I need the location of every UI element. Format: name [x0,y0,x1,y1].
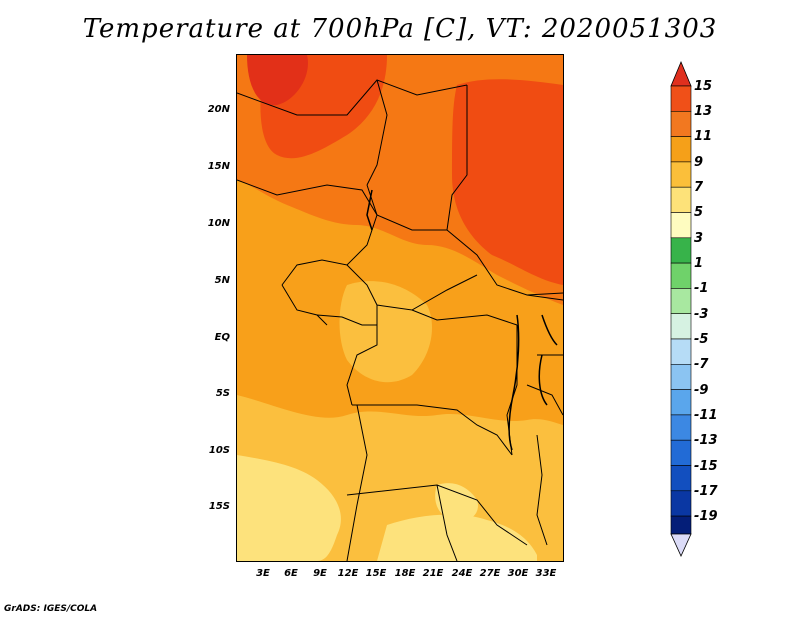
colorbar-label-5: 5 [694,205,704,220]
colorbar-label-11: 11 [694,129,713,144]
colorbar-segment-13 [670,389,692,416]
colorbar-segment-12 [670,363,692,390]
colorbar-segment-17 [670,490,692,517]
colorbar-segment-5 [670,186,692,213]
colorbar-label-9: 9 [694,155,704,170]
lat-label-15n: 15N [207,161,230,172]
lon-label-18e: 18E [394,568,416,579]
colorbar-label-neg17: -17 [694,484,718,499]
colorbar-segment-14 [670,414,692,441]
colorbar-label-neg11: -11 [694,408,718,423]
colorbar-label-neg3: -3 [694,307,709,322]
colorbar-label-15: 15 [694,79,713,94]
colorbar-segment-6 [670,212,692,239]
colorbar-label-neg15: -15 [694,459,718,474]
lon-label-3e: 3E [256,568,270,579]
lon-label-15e: 15E [365,568,387,579]
lat-label-eq: EQ [214,332,230,343]
temperature-map [236,54,564,562]
colorbar-label-1: 1 [694,256,704,271]
lon-label-33e: 33E [535,568,557,579]
lat-label-15s: 15S [208,501,230,512]
colorbar-segment-3 [670,136,692,163]
colorbar-label-neg7: -7 [694,357,709,372]
lat-label-10s: 10S [208,445,230,456]
region-7-9-central [339,281,432,383]
chart-title: Temperature at 700hPa [C], VT: 202005130… [82,14,718,44]
colorbar-segment-7 [670,237,692,264]
colorbar-segment-11 [670,338,692,365]
lon-label-6e: 6E [284,568,298,579]
colorbar-label-neg13: -13 [694,433,718,448]
colorbar-label-13: 13 [694,104,713,119]
colorbar-segment-2 [670,110,692,137]
region-5-7-southwest [237,455,341,561]
colorbar-segment-9 [670,288,692,314]
colorbar-bottom-arrow [670,533,692,557]
region-5-7-south [377,514,537,561]
lon-label-9e: 9E [313,568,327,579]
colorbar-segment-8 [670,262,692,289]
colorbar-label-neg9: -9 [694,383,709,398]
colorbar-segment-18 [670,515,692,535]
lat-label-20n: 20N [207,104,230,115]
lat-label-5n: 5N [214,275,230,286]
colorbar-segment-16 [670,465,692,492]
colorbar-label-neg19: -19 [694,509,718,524]
colorbar-label-neg5: -5 [694,332,709,347]
lon-label-24e: 24E [451,568,473,579]
region-13-15-peak [247,55,308,106]
colorbar-label-neg1: -1 [694,281,709,296]
colorbar-segment-1 [670,85,692,112]
lat-label-5s: 5S [215,388,230,399]
colorbar-segment-4 [670,161,692,188]
colorbar [670,60,692,557]
lon-label-30e: 30E [507,568,529,579]
lon-label-12e: 12E [337,568,359,579]
region-5-7-southeast [435,483,478,522]
colorbar-label-3: 3 [694,231,704,246]
colorbar-top-arrow [670,60,692,87]
lakes [366,189,558,451]
lat-label-10n: 10N [207,218,230,229]
lon-label-21e: 21E [422,568,444,579]
colorbar-segment-10 [670,313,692,340]
map-svg [237,55,563,561]
lon-label-27e: 27E [479,568,501,579]
region-13-15-east [452,79,563,285]
colorbar-label-7: 7 [694,180,704,195]
colorbar-segment-15 [670,439,692,466]
credit-label: GrADS: IGES/COLA [4,604,98,614]
